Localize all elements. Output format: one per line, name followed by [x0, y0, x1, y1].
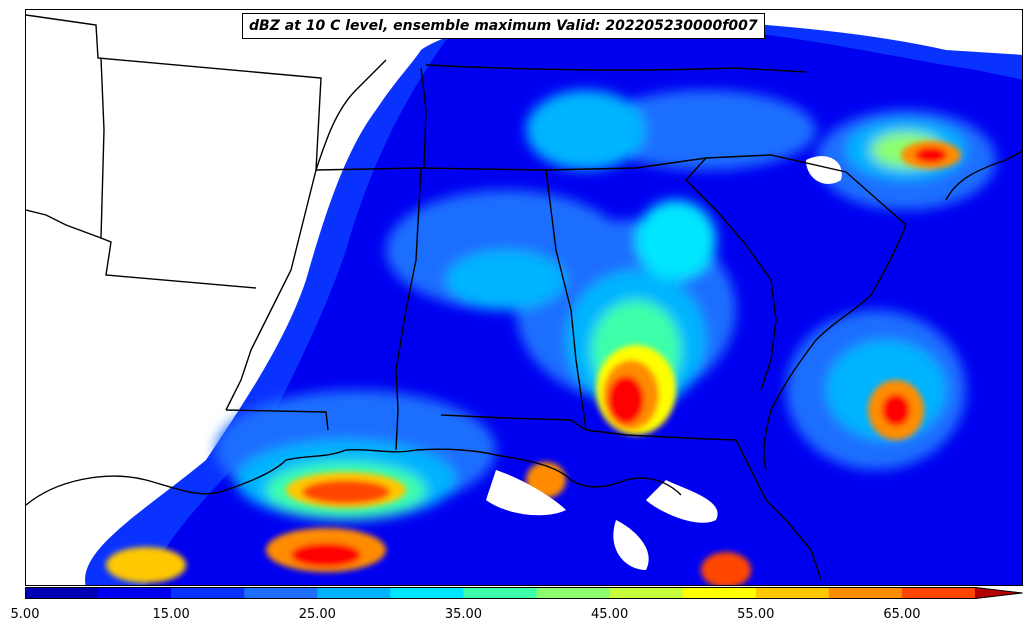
colorbar-tick-label: 25.00: [298, 607, 336, 622]
radar-map: [25, 9, 1023, 586]
colorbar-outline: [25, 587, 1023, 599]
colorbar-segment: [901, 587, 976, 599]
colorbar-segment: [317, 587, 391, 599]
map-title: dBZ at 10 C level, ensemble maximum Vali…: [242, 13, 765, 39]
colorbar-segment: [536, 587, 611, 599]
no-echo-areas: [486, 156, 842, 570]
colorbar-segment: [755, 587, 830, 599]
colorbar-extend-arrow: [975, 587, 1023, 599]
colorbar-tick-labels: 5.00 15.00 25.00 35.00 45.00 55.00 65.00: [0, 607, 1033, 627]
colorbar-segment: [682, 587, 757, 599]
reflectivity-field: [26, 14, 1022, 585]
colorbar-segment: [25, 587, 99, 599]
colorbar-segment: [98, 587, 172, 599]
colorbar-segment: [171, 587, 245, 599]
colorbar-segment: [390, 587, 464, 599]
colorbar-segment: [244, 587, 318, 599]
state-boundaries: [26, 14, 1022, 581]
colorbar-segment: [828, 587, 903, 599]
echo-core-layer: [106, 141, 961, 585]
colorbar-tick-label: 55.00: [737, 607, 775, 622]
colorbar: [25, 587, 1023, 599]
colorbar-tick-label: 35.00: [444, 607, 483, 622]
colorbar-tick-label: 65.00: [883, 607, 921, 622]
colorbar-tick-label: 45.00: [591, 607, 629, 622]
colorbar-tick-label: 15.00: [152, 607, 190, 622]
colorbar-segment: [609, 587, 684, 599]
colorbar-tick-label: 5.00: [10, 607, 40, 622]
colorbar-segment: [463, 587, 538, 599]
